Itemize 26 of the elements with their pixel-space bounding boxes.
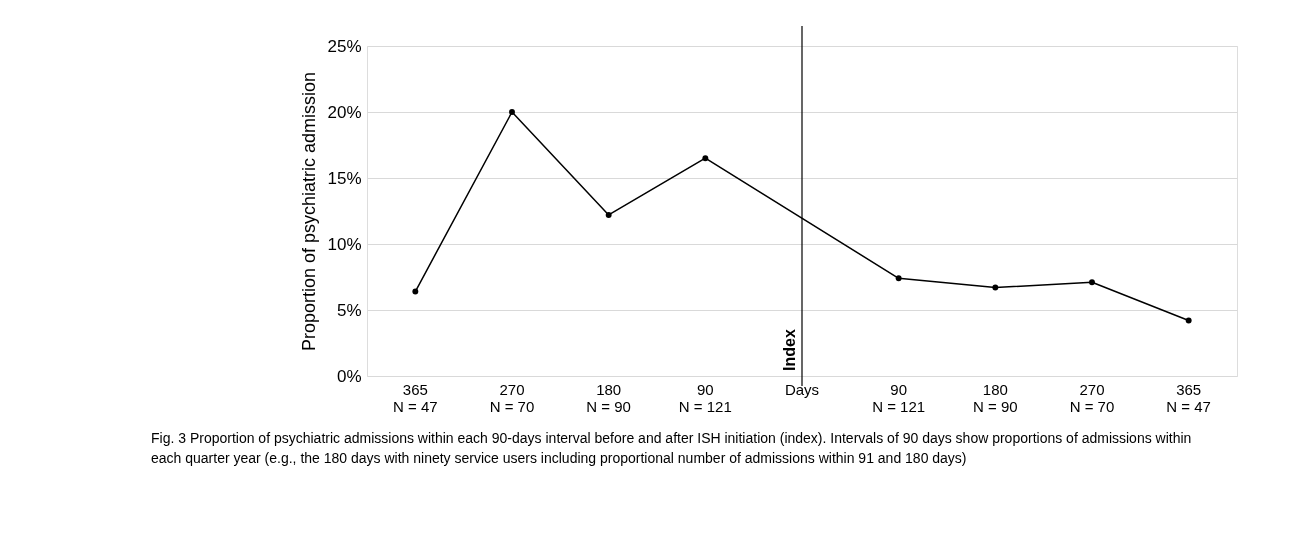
point	[1089, 279, 1095, 286]
x-tick-label: Days	[784, 380, 820, 398]
x-tick-label: 90 N = 121	[872, 380, 926, 415]
x-tick-label: 180 N = 90	[586, 380, 631, 415]
point	[992, 284, 999, 291]
y-tick-label: 25%	[327, 36, 362, 56]
y-tick-label: 0%	[336, 366, 362, 386]
y-tick-label: 10%	[327, 234, 362, 254]
y-tick-label: 20%	[327, 102, 362, 122]
y-tick-label: 15%	[327, 168, 362, 188]
point	[895, 275, 902, 282]
point	[1185, 317, 1192, 324]
x-tick-label: 270 N = 70	[489, 380, 535, 415]
point	[605, 212, 612, 218]
x-tick-label: 90 N = 121	[678, 380, 732, 415]
caption: Fig. 3 Proportion of psychiatric admissions within each 90-days interval before and after ISH initiation (index). Intervals of 90 days show proportions of admissions within each quarter year (e.g., the 180 days with ninety service users including proportional number of admissions within 91 and 180 days)	[150, 430, 1192, 466]
x-tick-label: 180 N = 90	[973, 380, 1018, 415]
y-axis-title: Proportion of psychiatric admission	[299, 71, 320, 352]
ref-line-label: Index	[781, 329, 798, 371]
point	[412, 288, 419, 295]
x-tick-label: 365 N = 47	[393, 380, 438, 415]
point	[509, 109, 515, 115]
x-tick-label: 365 N = 47	[1166, 380, 1211, 415]
x-tick-label: 270 N = 70	[1069, 380, 1115, 415]
point	[702, 155, 709, 162]
y-tick-label: 5%	[336, 300, 362, 320]
